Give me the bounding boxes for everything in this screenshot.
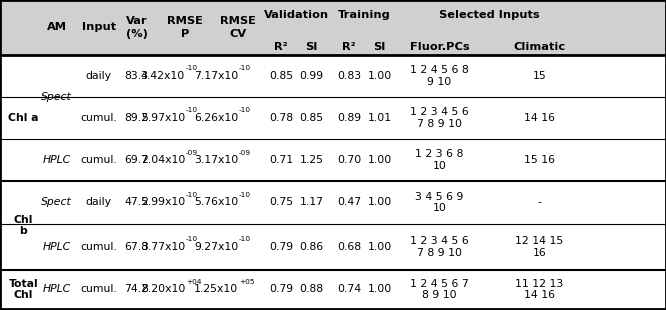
Text: 15 16: 15 16 <box>524 155 555 165</box>
Text: +05: +05 <box>239 279 254 285</box>
Text: -10: -10 <box>239 65 251 71</box>
Text: 0.74: 0.74 <box>337 284 361 294</box>
Text: 1.00: 1.00 <box>368 155 392 165</box>
Text: -09: -09 <box>239 149 251 156</box>
Text: 5.97x10: 5.97x10 <box>141 113 185 123</box>
Text: HPLC: HPLC <box>43 155 71 165</box>
Text: Climatic: Climatic <box>513 42 565 52</box>
Text: 3.17x10: 3.17x10 <box>194 155 238 165</box>
Text: 1.17: 1.17 <box>300 197 324 207</box>
Text: 5.76x10: 5.76x10 <box>194 197 238 207</box>
Text: -10: -10 <box>186 236 198 242</box>
Text: 14 16: 14 16 <box>524 113 555 123</box>
Text: 1 2 3 4 5 6
7 8 9 10: 1 2 3 4 5 6 7 8 9 10 <box>410 107 469 129</box>
Text: -10: -10 <box>186 107 198 113</box>
Text: 0.68: 0.68 <box>337 242 361 252</box>
Text: cumul.: cumul. <box>80 113 117 123</box>
Text: 9.27x10: 9.27x10 <box>194 242 238 252</box>
Text: Spect: Spect <box>41 92 72 102</box>
Text: 0.88: 0.88 <box>300 284 324 294</box>
Text: -10: -10 <box>239 107 251 113</box>
Text: daily: daily <box>85 71 112 81</box>
Text: Total
Chl: Total Chl <box>9 279 38 300</box>
Text: -10: -10 <box>186 192 198 198</box>
Text: 74.2: 74.2 <box>125 284 149 294</box>
Text: 89.2: 89.2 <box>125 113 149 123</box>
Text: RMSE
P: RMSE P <box>167 16 203 39</box>
Text: HPLC: HPLC <box>43 284 71 294</box>
Text: 67.8: 67.8 <box>125 242 149 252</box>
Text: daily: daily <box>85 197 112 207</box>
Text: Spect: Spect <box>41 197 72 207</box>
Text: -10: -10 <box>239 236 251 242</box>
Text: 3.77x10: 3.77x10 <box>141 242 185 252</box>
Text: 0.89: 0.89 <box>337 113 361 123</box>
Text: 1 2 4 5 6 7
8 9 10: 1 2 4 5 6 7 8 9 10 <box>410 279 469 300</box>
Text: 1.01: 1.01 <box>368 113 392 123</box>
Text: 69.7: 69.7 <box>125 155 149 165</box>
Text: 11 12 13
14 16: 11 12 13 14 16 <box>515 279 563 300</box>
Text: 4.42x10: 4.42x10 <box>141 71 185 81</box>
Text: 83.3: 83.3 <box>125 71 149 81</box>
Text: Var
(%): Var (%) <box>126 16 147 39</box>
Text: 0.83: 0.83 <box>337 71 361 81</box>
Bar <box>0 0 666 55</box>
Text: -09: -09 <box>186 149 198 156</box>
Text: 0.85: 0.85 <box>300 113 324 123</box>
Text: 0.99: 0.99 <box>300 71 324 81</box>
Text: 0.47: 0.47 <box>337 197 361 207</box>
Text: -: - <box>537 197 541 207</box>
Text: 6.26x10: 6.26x10 <box>194 113 238 123</box>
Text: 1.25x10: 1.25x10 <box>194 284 238 294</box>
Text: 0.71: 0.71 <box>269 155 293 165</box>
Text: Chl
b: Chl b <box>13 215 33 237</box>
Text: Chl a: Chl a <box>8 113 39 123</box>
Text: cumul.: cumul. <box>80 284 117 294</box>
Text: 0.75: 0.75 <box>269 197 293 207</box>
Text: 1.00: 1.00 <box>368 242 392 252</box>
Text: Input: Input <box>81 22 116 33</box>
Text: 0.79: 0.79 <box>269 242 293 252</box>
Text: -10: -10 <box>239 192 251 198</box>
Text: 15: 15 <box>533 71 546 81</box>
Text: 8.20x10: 8.20x10 <box>141 284 185 294</box>
Text: 0.79: 0.79 <box>269 284 293 294</box>
Text: 0.78: 0.78 <box>269 113 293 123</box>
Text: Training: Training <box>338 10 391 20</box>
Text: +04: +04 <box>186 279 201 285</box>
Text: 2.04x10: 2.04x10 <box>141 155 185 165</box>
Text: RMSE
CV: RMSE CV <box>220 16 256 39</box>
Text: 7.17x10: 7.17x10 <box>194 71 238 81</box>
Text: 1.25: 1.25 <box>300 155 324 165</box>
Text: Selected Inputs: Selected Inputs <box>439 10 540 20</box>
Text: 1 2 3 6 8
10: 1 2 3 6 8 10 <box>416 149 464 171</box>
Text: HPLC: HPLC <box>43 242 71 252</box>
Text: -10: -10 <box>186 65 198 71</box>
Text: AM: AM <box>47 22 67 33</box>
Text: 1.00: 1.00 <box>368 71 392 81</box>
Text: 3 4 5 6 9
10: 3 4 5 6 9 10 <box>416 192 464 213</box>
Text: SI: SI <box>374 42 386 52</box>
Text: 0.86: 0.86 <box>300 242 324 252</box>
Text: 0.70: 0.70 <box>337 155 361 165</box>
Text: 12 14 15
16: 12 14 15 16 <box>515 236 563 258</box>
Text: 1.00: 1.00 <box>368 197 392 207</box>
Text: SI: SI <box>306 42 318 52</box>
Text: Validation: Validation <box>264 10 329 20</box>
Text: Fluor.PCs: Fluor.PCs <box>410 42 470 52</box>
Text: R²: R² <box>342 42 356 52</box>
Text: 0.85: 0.85 <box>269 71 293 81</box>
Text: 2.99x10: 2.99x10 <box>141 197 185 207</box>
Text: cumul.: cumul. <box>80 155 117 165</box>
Text: R²: R² <box>274 42 288 52</box>
Text: cumul.: cumul. <box>80 242 117 252</box>
Text: 1.00: 1.00 <box>368 284 392 294</box>
Text: 47.5: 47.5 <box>125 197 149 207</box>
Text: 1 2 3 4 5 6
7 8 9 10: 1 2 3 4 5 6 7 8 9 10 <box>410 236 469 258</box>
Text: 1 2 4 5 6 8
9 10: 1 2 4 5 6 8 9 10 <box>410 65 469 87</box>
